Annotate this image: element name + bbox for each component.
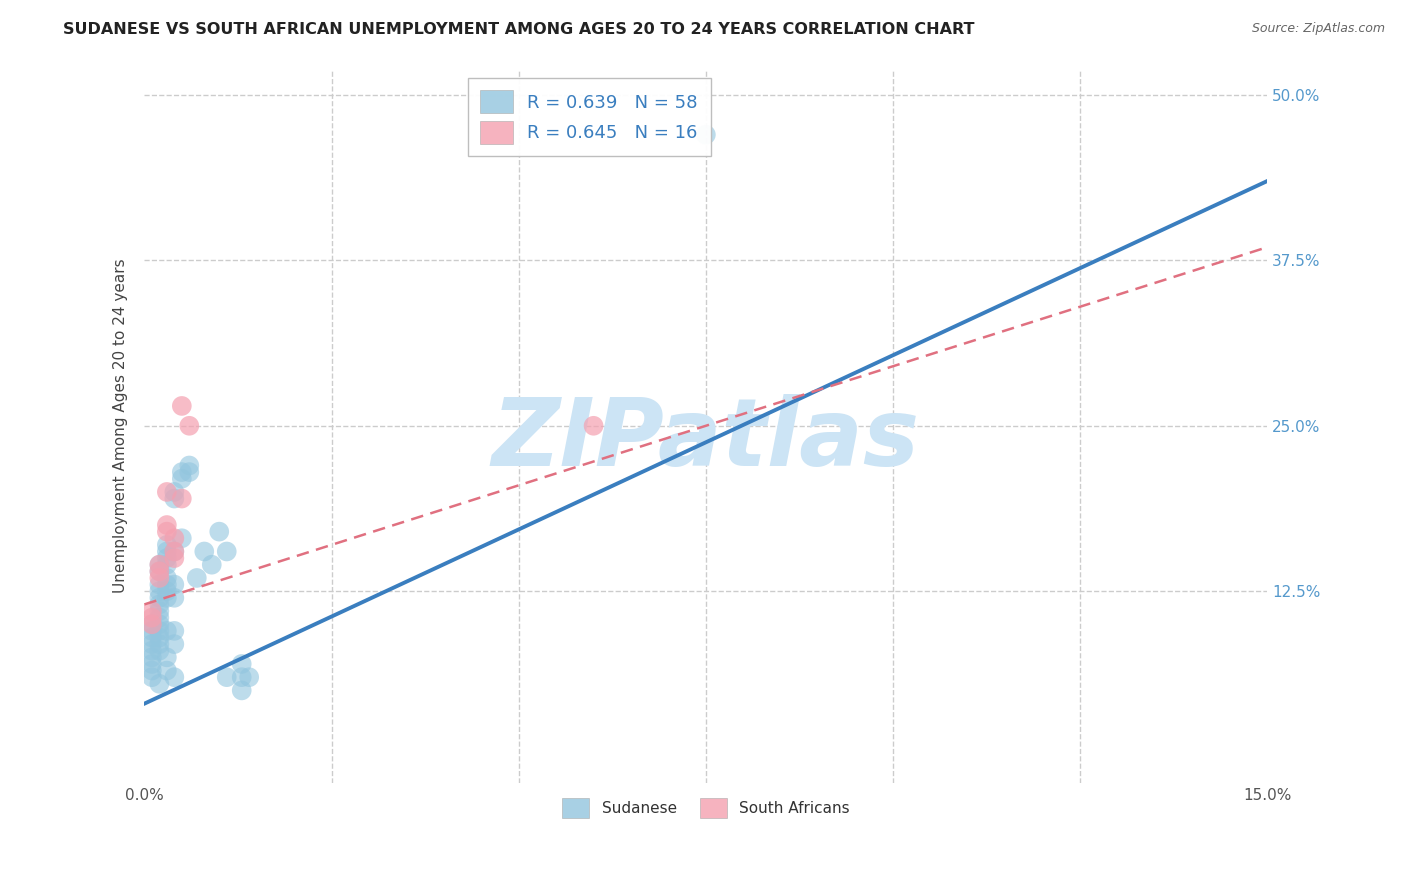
Point (148, 591, 170, 605)
Point (156, 538, 179, 552)
Point (156, 584, 179, 599)
Point (148, 610, 170, 624)
Point (141, 617, 163, 632)
Point (215, 544, 238, 558)
Point (141, 650, 163, 665)
Point (156, 551, 179, 566)
Point (148, 624, 170, 638)
Text: Source: ZipAtlas.com: Source: ZipAtlas.com (1251, 22, 1385, 36)
Point (148, 677, 170, 691)
Point (163, 624, 186, 638)
Point (148, 631, 170, 645)
Point (141, 624, 163, 638)
Point (163, 531, 186, 545)
Point (148, 558, 170, 572)
Point (215, 670, 238, 684)
Point (231, 657, 253, 671)
Point (238, 670, 260, 684)
Point (193, 544, 215, 558)
Point (163, 670, 186, 684)
Point (163, 577, 186, 591)
Point (231, 683, 253, 698)
Point (141, 610, 163, 624)
Point (163, 485, 186, 500)
Point (186, 571, 208, 585)
Point (156, 485, 179, 500)
Point (201, 558, 224, 572)
Point (163, 551, 186, 566)
Point (156, 544, 179, 558)
Point (163, 637, 186, 651)
Point (141, 664, 163, 678)
Text: SUDANESE VS SOUTH AFRICAN UNEMPLOYMENT AMONG AGES 20 TO 24 YEARS CORRELATION CHA: SUDANESE VS SOUTH AFRICAN UNEMPLOYMENT A… (63, 22, 974, 37)
Point (170, 491, 193, 506)
Point (156, 558, 179, 572)
Point (208, 524, 231, 539)
Point (141, 644, 163, 658)
Point (170, 399, 193, 413)
Point (148, 644, 170, 658)
Point (148, 565, 170, 579)
Point (231, 670, 253, 684)
Point (156, 624, 179, 638)
Point (156, 650, 179, 665)
Point (163, 491, 186, 506)
Point (179, 418, 201, 433)
Point (156, 577, 179, 591)
Point (582, 418, 605, 433)
Legend: Sudanese, South Africans: Sudanese, South Africans (554, 790, 858, 825)
Point (148, 637, 170, 651)
Y-axis label: Unemployment Among Ages 20 to 24 years: Unemployment Among Ages 20 to 24 years (114, 259, 128, 593)
Text: ZIPatlas: ZIPatlas (492, 394, 920, 486)
Point (163, 544, 186, 558)
Point (148, 598, 170, 612)
Point (148, 604, 170, 618)
Point (695, 128, 717, 142)
Point (156, 664, 179, 678)
Point (156, 571, 179, 585)
Point (141, 617, 163, 632)
Point (148, 584, 170, 599)
Point (148, 577, 170, 591)
Point (163, 544, 186, 558)
Point (141, 637, 163, 651)
Point (179, 458, 201, 473)
Point (148, 617, 170, 632)
Point (170, 472, 193, 486)
Point (141, 657, 163, 671)
Point (163, 591, 186, 605)
Point (170, 465, 193, 479)
Point (141, 604, 163, 618)
Point (148, 571, 170, 585)
Point (179, 465, 201, 479)
Point (141, 670, 163, 684)
Point (156, 591, 179, 605)
Point (170, 531, 193, 545)
Point (156, 518, 179, 533)
Point (148, 565, 170, 579)
Point (148, 558, 170, 572)
Point (156, 524, 179, 539)
Point (141, 631, 163, 645)
